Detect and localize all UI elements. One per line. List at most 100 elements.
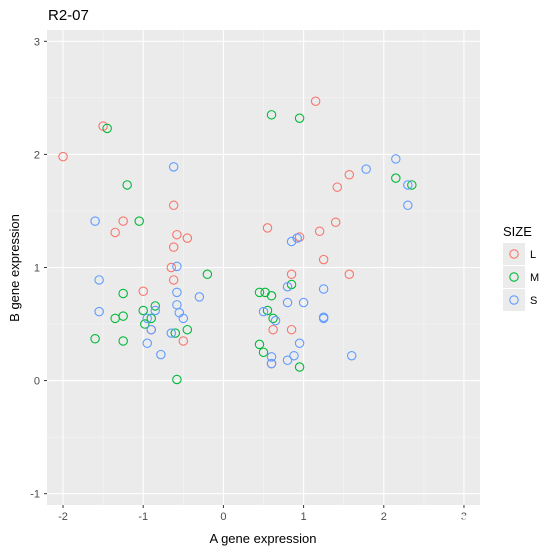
y-axis-label: B gene expression xyxy=(7,214,22,322)
data-point-l xyxy=(58,151,68,162)
data-point-m xyxy=(118,336,128,346)
legend-key-bg xyxy=(503,243,525,265)
data-point-l xyxy=(262,223,273,233)
data-point-s xyxy=(172,261,182,272)
data-point-m xyxy=(170,328,181,338)
data-point-s xyxy=(168,162,179,172)
data-point-m xyxy=(268,313,278,324)
data-point-m xyxy=(294,113,305,123)
data-point-s xyxy=(282,281,293,292)
data-point-s xyxy=(178,313,189,324)
data-point-s xyxy=(403,200,413,211)
data-point-s xyxy=(90,216,100,226)
data-point-s xyxy=(194,292,205,302)
data-point-m xyxy=(266,110,277,120)
data-point-m xyxy=(138,305,148,316)
data-point-s xyxy=(361,164,371,174)
data-point-m xyxy=(258,347,269,358)
data-point-l xyxy=(172,229,182,240)
data-point-s xyxy=(94,306,104,317)
data-points xyxy=(58,96,417,385)
data-point-l xyxy=(314,226,325,237)
data-point-l xyxy=(168,242,179,252)
data-point-l xyxy=(168,200,179,211)
y-tick-label: 0 xyxy=(34,376,40,388)
data-point-m xyxy=(134,216,144,226)
y-tick-label: 2 xyxy=(34,149,40,161)
data-point-l xyxy=(310,96,321,107)
grid-lines xyxy=(47,30,480,505)
data-point-s xyxy=(294,338,305,349)
x-tick-label: 2 xyxy=(381,511,387,523)
y-tick-label: 3 xyxy=(34,36,40,48)
data-point-s xyxy=(150,305,161,316)
data-point-l xyxy=(318,254,329,265)
data-point-s xyxy=(318,313,329,324)
x-tick-label: 1 xyxy=(301,511,307,523)
data-point-s xyxy=(298,297,309,308)
legend-key-s xyxy=(509,295,519,305)
legend-label-l: L xyxy=(530,249,536,261)
data-point-l xyxy=(166,262,177,273)
data-point-l xyxy=(138,286,148,296)
data-point-s xyxy=(266,358,277,369)
x-tick-label: -1 xyxy=(138,511,148,523)
data-point-l xyxy=(344,170,355,180)
watermark-site: keyangou.com xyxy=(480,535,532,544)
data-point-l xyxy=(268,324,278,335)
data-point-m xyxy=(202,269,213,280)
legend-key-l xyxy=(509,249,519,259)
data-point-m xyxy=(391,173,401,183)
data-point-s xyxy=(346,350,357,361)
data-point-s xyxy=(292,233,302,243)
x-tick-label: 0 xyxy=(220,511,226,523)
data-point-m xyxy=(254,287,265,298)
data-point-l xyxy=(182,233,193,243)
data-point-m xyxy=(294,362,305,372)
data-point-s xyxy=(166,328,177,338)
data-point-m xyxy=(254,339,265,350)
watermark-brand: 科研狗 xyxy=(462,513,516,534)
data-point-l xyxy=(110,227,120,238)
data-point-s xyxy=(403,180,413,190)
data-point-s xyxy=(142,313,152,324)
data-point-l xyxy=(178,336,189,346)
legend-key-m xyxy=(509,272,519,282)
x-axis-label: A gene expression xyxy=(210,531,317,546)
axis-ticks: -2 -1 0 1 2 3 -1 0 1 2 3 xyxy=(30,36,467,523)
data-point-s xyxy=(318,284,329,294)
data-point-s xyxy=(391,154,401,164)
data-point-m xyxy=(122,180,132,190)
data-point-s xyxy=(146,324,156,335)
data-point-s xyxy=(142,338,152,349)
y-tick-label: -1 xyxy=(30,489,40,501)
data-point-s xyxy=(286,236,297,247)
data-point-s xyxy=(270,315,281,326)
data-point-m xyxy=(182,324,193,335)
legend-title: SIZE xyxy=(503,224,532,239)
y-tick-label: 1 xyxy=(34,263,40,275)
data-point-l xyxy=(118,216,128,226)
legend-label-s: S xyxy=(530,295,537,307)
watermark: 科研狗 keyangou.com xyxy=(430,512,532,544)
watermark-logo-icon xyxy=(430,512,456,538)
legend-label-m: M xyxy=(530,272,539,284)
data-point-m xyxy=(118,288,128,299)
data-point-m xyxy=(407,180,417,190)
data-point-m xyxy=(140,319,150,329)
data-point-l xyxy=(330,217,341,228)
legend-key-bg xyxy=(503,266,525,288)
data-point-s xyxy=(258,306,269,317)
data-point-l xyxy=(344,269,355,280)
data-point-m xyxy=(146,313,156,324)
data-point-s xyxy=(172,287,182,298)
data-point-l xyxy=(286,269,297,280)
data-point-s xyxy=(289,350,299,361)
data-point-m xyxy=(102,123,112,134)
data-point-m xyxy=(90,333,100,344)
data-point-s xyxy=(282,297,293,308)
data-point-m xyxy=(266,291,277,301)
data-point-m xyxy=(262,305,273,316)
data-point-l xyxy=(332,182,343,192)
data-point-s xyxy=(156,349,166,360)
